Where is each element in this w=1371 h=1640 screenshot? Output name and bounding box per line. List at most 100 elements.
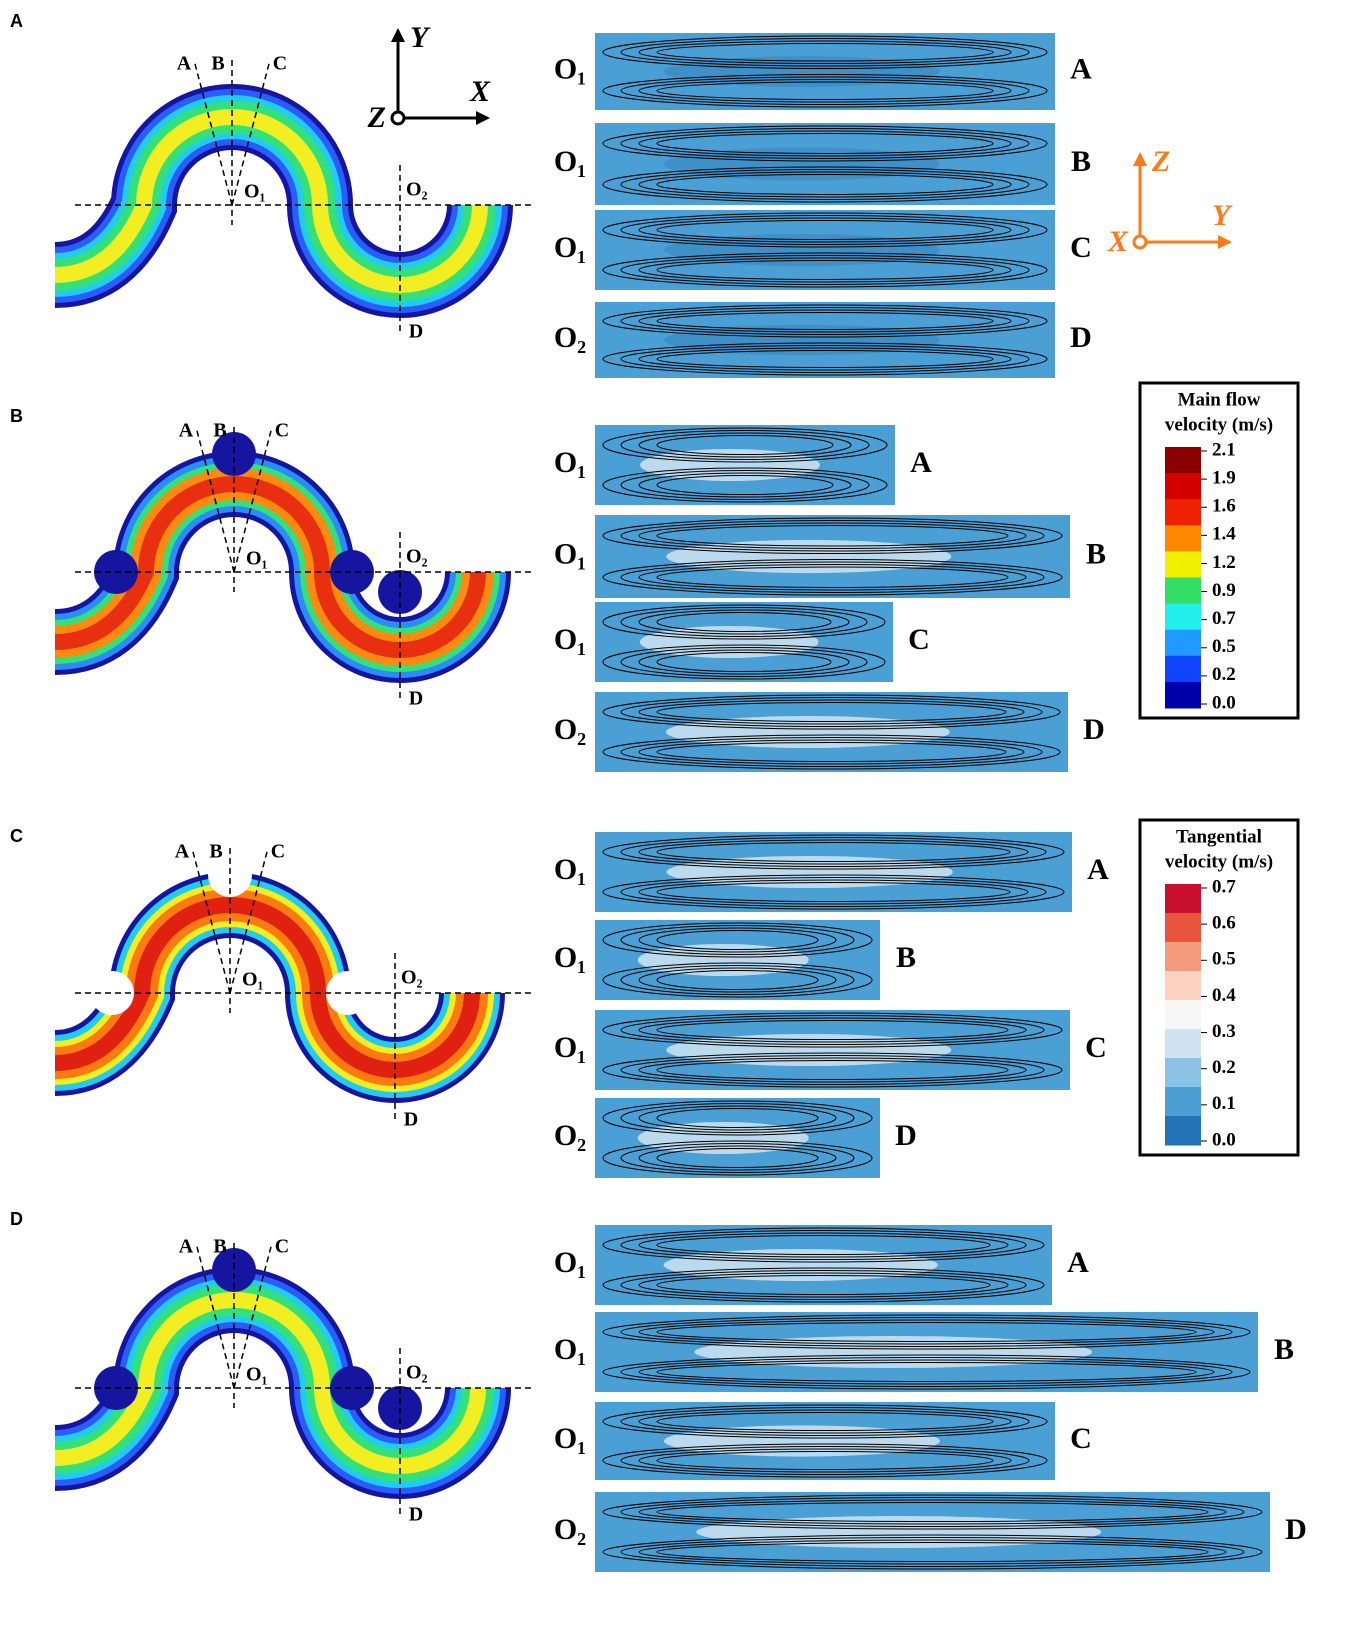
streamline xyxy=(638,1539,1227,1565)
colorbar-label: 0.7 xyxy=(1212,876,1236,897)
streamline xyxy=(638,347,1012,371)
axis-label: Z xyxy=(367,101,386,134)
streamline xyxy=(656,525,1009,547)
streamline xyxy=(638,967,837,993)
panel-label: C xyxy=(10,826,23,846)
groove xyxy=(212,1248,256,1292)
streamline xyxy=(620,215,1030,245)
groove xyxy=(212,432,256,476)
slice-center: O₂ xyxy=(554,1119,586,1152)
streamline xyxy=(656,1275,991,1295)
streamline xyxy=(656,1020,1009,1040)
groove xyxy=(330,550,374,594)
streamline xyxy=(638,1359,1215,1385)
colorbar-swatch xyxy=(1165,655,1201,683)
streamline xyxy=(656,475,834,495)
panel-label: B xyxy=(10,406,23,426)
streamline xyxy=(620,647,868,677)
velocity-zone xyxy=(640,449,820,481)
axis-label: Y xyxy=(1212,199,1233,232)
colorbar-swatch xyxy=(1165,603,1201,631)
streamline xyxy=(602,35,1048,69)
streamline xyxy=(620,1446,1030,1475)
streamline xyxy=(602,604,886,640)
streamline xyxy=(638,522,1027,549)
streamline xyxy=(602,922,873,958)
colorbar-swatch xyxy=(1165,499,1201,526)
axis-origin xyxy=(390,110,406,126)
streamline xyxy=(620,1015,1045,1045)
slice-cut: B xyxy=(1071,145,1091,178)
cut-label: A xyxy=(177,53,192,75)
groove xyxy=(208,853,252,897)
slice-center: O₁ xyxy=(554,1031,586,1064)
streamline xyxy=(638,1145,837,1171)
streamline xyxy=(602,1227,1045,1263)
slice-cut: A xyxy=(1070,52,1092,85)
colorbar-label: 0.7 xyxy=(1212,608,1236,629)
dash-line xyxy=(195,1242,235,1389)
colorbar-label: 0.5 xyxy=(1212,949,1236,970)
streamline xyxy=(638,472,852,498)
channel-band xyxy=(54,109,488,293)
slice-center: O₂ xyxy=(554,713,586,746)
streamline xyxy=(602,1494,1263,1530)
streamline xyxy=(602,734,1061,770)
center-label: O₂ xyxy=(401,967,423,989)
arrow-head xyxy=(1218,235,1232,249)
slice-cut: D xyxy=(895,1119,917,1152)
streamline xyxy=(620,837,1047,867)
center-label: O₂ xyxy=(406,1362,428,1384)
streamline xyxy=(602,74,1048,108)
dash-line xyxy=(231,59,271,206)
streamline xyxy=(656,350,994,368)
cut-label: A xyxy=(175,841,190,863)
streamline xyxy=(602,834,1065,870)
streamline xyxy=(656,435,834,455)
channel-band xyxy=(54,897,480,1078)
streamline xyxy=(638,1409,1012,1434)
streamline xyxy=(602,1012,1063,1048)
center-label: O₁ xyxy=(246,1364,268,1386)
slice-cut: A xyxy=(1067,1246,1089,1279)
streamline xyxy=(602,212,1048,248)
slice-center: O₁ xyxy=(554,231,586,264)
streamline xyxy=(638,739,1025,765)
streamline xyxy=(602,644,886,680)
colorbar-swatch xyxy=(1165,525,1201,552)
cut-label: D xyxy=(409,688,423,710)
slice-cut: D xyxy=(1285,1513,1307,1546)
cut-label: D xyxy=(409,321,423,343)
streamline xyxy=(620,307,1030,335)
streamline xyxy=(620,430,870,460)
streamline xyxy=(656,1412,994,1431)
cut-label: C xyxy=(275,420,289,442)
cut-label: C xyxy=(273,53,287,75)
streamline xyxy=(620,1143,855,1173)
slice-center: O₁ xyxy=(554,853,586,886)
colorbar-label: 0.2 xyxy=(1212,664,1236,685)
slice-cut: D xyxy=(1083,713,1105,746)
center-label: O₂ xyxy=(406,179,428,201)
streamline xyxy=(656,970,819,990)
colorbar-label: 1.6 xyxy=(1212,496,1236,517)
streamline xyxy=(602,962,873,998)
dash-line xyxy=(193,59,233,206)
cut-label: B xyxy=(211,53,224,75)
streamline xyxy=(620,1537,1245,1567)
slice-center: O₁ xyxy=(554,446,586,479)
colorbar-swatch xyxy=(1165,629,1201,657)
slice-center: O₁ xyxy=(554,145,586,178)
slice-cut: D xyxy=(1070,321,1092,354)
streamline xyxy=(602,304,1048,338)
colorbar-swatch xyxy=(1165,577,1201,605)
streamline xyxy=(656,312,994,330)
streamline xyxy=(638,1105,837,1131)
streamline xyxy=(602,1140,873,1176)
slice-center: O₁ xyxy=(554,537,586,570)
streamline xyxy=(656,81,994,100)
slice-cut: C xyxy=(1085,1031,1107,1064)
axis-label: X xyxy=(1107,225,1129,258)
streamline xyxy=(620,1497,1245,1527)
